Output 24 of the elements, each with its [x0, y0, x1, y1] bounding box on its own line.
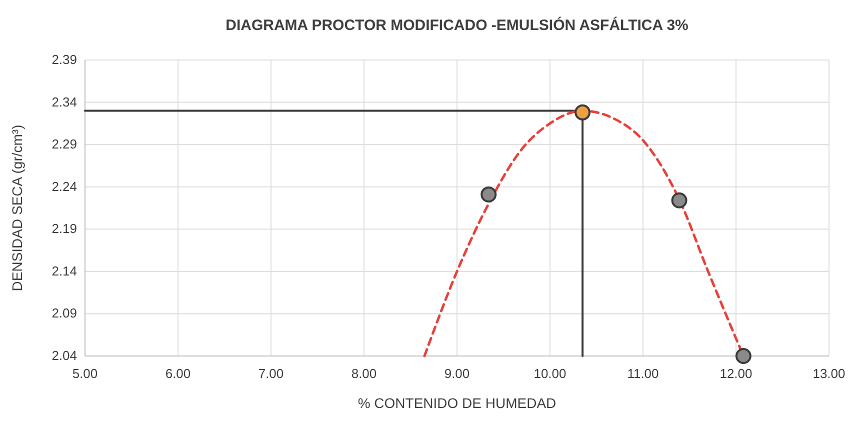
chart-title: DIAGRAMA PROCTOR MODIFICADO -EMULSIÓN ASFÁLTICA 3%	[226, 16, 688, 34]
y-tick-label: 2.39	[52, 52, 77, 67]
x-tick-label: 13.00	[812, 366, 846, 381]
x-tick-label: 6.00	[165, 366, 191, 381]
x-tick-label: 5.00	[72, 366, 98, 381]
point	[735, 348, 752, 364]
x-tick-label: 9.00	[444, 366, 470, 381]
point	[480, 186, 497, 202]
y-tick-label: 2.09	[52, 306, 77, 321]
x-axis-title: % CONTENIDO DE HUMEDAD	[358, 395, 556, 411]
y-tick-label: 2.24	[52, 178, 77, 194]
point	[574, 104, 591, 120]
y-tick-label: 2.29	[52, 136, 77, 152]
y-tick-label: 2.34	[52, 94, 77, 110]
y-tick-label: 2.14	[52, 263, 77, 278]
x-tick-label: 12.00	[720, 366, 752, 381]
x-tick-label: 11.00	[627, 366, 659, 381]
point	[671, 192, 688, 208]
y-tick-label: 2.19	[52, 221, 77, 236]
y-axis-title: DENSIDAD SECA (gr/cm³)	[9, 124, 25, 292]
x-tick-label: 8.00	[351, 366, 377, 381]
x-tick-label: 7.00	[258, 366, 284, 381]
y-tick-label: 2.04	[52, 348, 77, 363]
x-tick-label: 10.00	[534, 366, 566, 381]
